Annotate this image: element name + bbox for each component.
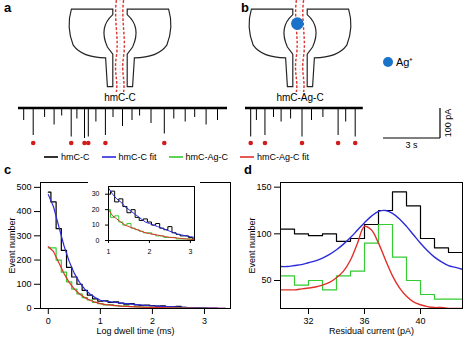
svg-text:150: 150 [256,182,271,192]
svg-text:0: 0 [46,316,51,326]
svg-text:Event number: Event number [247,217,257,273]
svg-text:Residual current (pA): Residual current (pA) [329,326,414,336]
svg-text:1: 1 [98,316,103,326]
svg-text:100: 100 [256,229,271,239]
svg-text:hmC-Ag-C: hmC-Ag-C [276,92,323,103]
svg-text:a: a [4,0,12,15]
html-text:hmC-Ag-C: hmC-Ag-C [185,152,228,162]
html-text:c: c [4,162,12,177]
svg-text:b: b [241,0,249,15]
svg-text:100: 100 [16,279,31,289]
svg-text:32: 32 [303,316,313,326]
svg-text:2: 2 [147,248,151,255]
svg-text:Log dwell time (ms): Log dwell time (ms) [96,326,174,336]
svg-text:0: 0 [96,237,100,244]
svg-text:200: 200 [16,255,31,265]
html-text:d: d [244,162,252,177]
svg-text:3: 3 [188,248,192,255]
svg-text:3: 3 [202,316,207,326]
svg-text:30: 30 [92,190,100,197]
svg-text:Event number: Event number [7,217,17,273]
html-text:hmC-C fit: hmC-C fit [118,152,157,162]
svg-text:100 pA: 100 pA [443,109,453,138]
svg-text:400: 400 [16,206,31,216]
svg-text:300: 300 [16,231,31,241]
svg-text:10: 10 [92,221,100,228]
svg-text:Ag⁺: Ag⁺ [396,56,413,68]
svg-text:3 s: 3 s [405,140,418,150]
html-text:hmC-C: hmC-C [61,152,90,162]
svg-text:hmC-C: hmC-C [104,92,136,103]
svg-text:1: 1 [107,248,111,255]
html-text:hmC-Ag-C fit: hmC-Ag-C fit [257,152,309,162]
svg-text:500: 500 [16,182,31,192]
svg-text:40: 40 [415,316,425,326]
svg-text:0: 0 [26,303,31,313]
svg-text:20: 20 [92,206,100,213]
svg-text:2: 2 [150,316,155,326]
svg-text:36: 36 [359,316,369,326]
svg-text:50: 50 [261,275,271,285]
